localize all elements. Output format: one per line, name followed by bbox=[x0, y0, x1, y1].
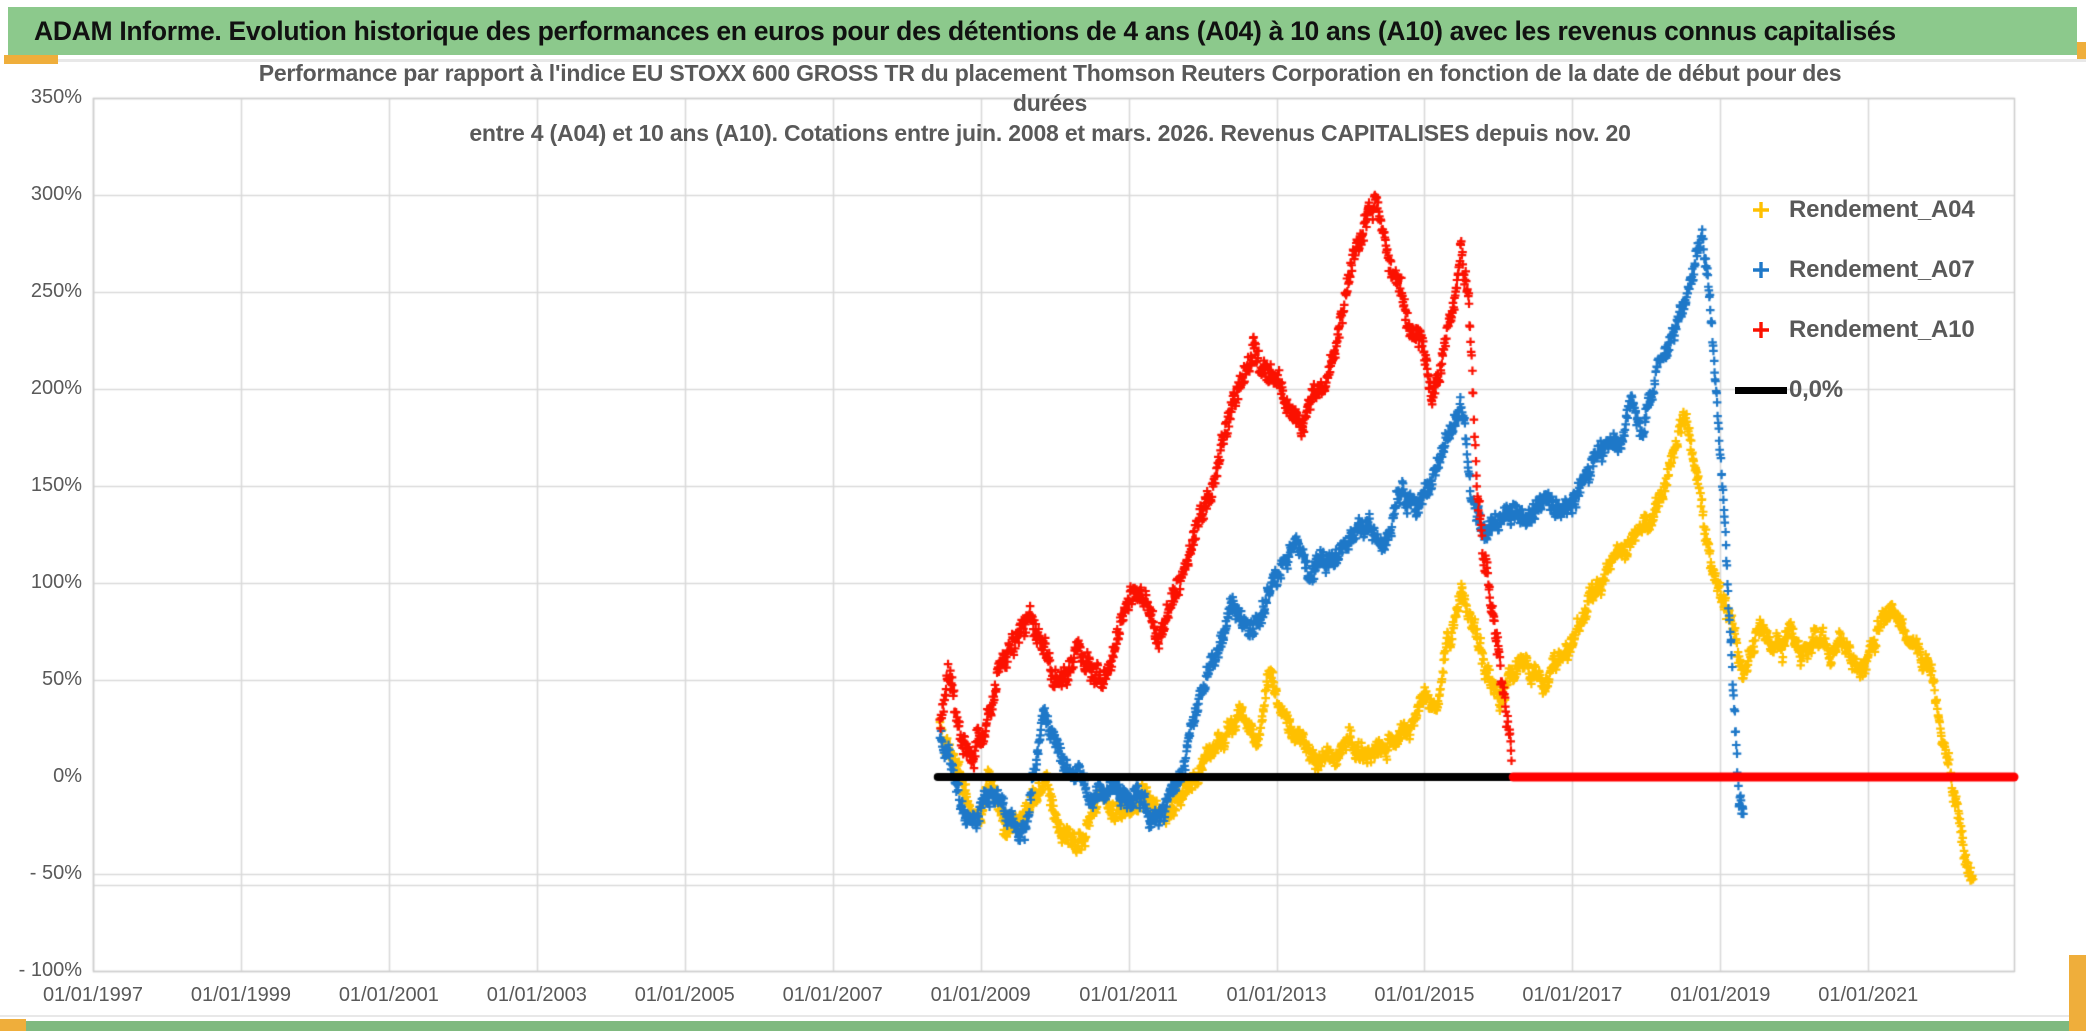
plus-marker-icon bbox=[1733, 198, 1789, 222]
y-tick-label: 200% bbox=[30, 377, 82, 399]
line-marker-icon bbox=[1733, 386, 1789, 394]
y-tick-label: - 50% bbox=[29, 862, 82, 884]
plus-marker-icon bbox=[1733, 258, 1789, 282]
chart-title-line-3: entre 4 (A04) et 10 ans (A10). Cotations… bbox=[469, 120, 1631, 146]
x-tick-label: 01/01/2015 bbox=[1374, 984, 1475, 1006]
x-tick-label: 01/01/2001 bbox=[338, 984, 439, 1006]
chart-title-line-1: Performance par rapport à l'indice EU ST… bbox=[258, 60, 1842, 86]
y-tick-label: 350% bbox=[30, 86, 82, 108]
x-tick-label: 01/01/2011 bbox=[1079, 984, 1178, 1006]
x-tick-label: 01/01/2017 bbox=[1522, 984, 1623, 1006]
y-tick-label: - 100% bbox=[18, 959, 82, 981]
legend-item-rendement-a10[interactable]: Rendement_A10 bbox=[1733, 300, 1975, 360]
legend-label: Rendement_A04 bbox=[1789, 196, 1975, 223]
legend-label: Rendement_A07 bbox=[1789, 256, 1975, 283]
chart-title: Performance par rapport à l'indice EU ST… bbox=[160, 58, 1940, 148]
legend-label: Rendement_A10 bbox=[1789, 316, 1975, 343]
x-tick-label: 01/01/2019 bbox=[1670, 984, 1771, 1006]
legend-item-0-0-[interactable]: 0,0% bbox=[1733, 360, 1974, 420]
y-tick-label: 100% bbox=[30, 571, 82, 593]
x-tick-label: 01/01/2007 bbox=[782, 984, 883, 1006]
x-tick-label: 01/01/2009 bbox=[930, 984, 1031, 1006]
y-tick-label: 300% bbox=[30, 183, 82, 205]
chart-legend: Rendement_A04 Rendement_A07 Rendement_A10 0… bbox=[1733, 180, 1975, 420]
y-tick-label: 250% bbox=[30, 280, 82, 302]
x-tick-label: 01/01/2013 bbox=[1226, 984, 1327, 1006]
y-tick-label: 0% bbox=[53, 765, 82, 787]
x-tick-label: 01/01/2003 bbox=[486, 984, 587, 1006]
y-tick-label: 50% bbox=[41, 668, 82, 690]
plus-marker-icon bbox=[1733, 318, 1789, 342]
x-tick-label: 01/01/1999 bbox=[190, 984, 291, 1006]
legend-item-rendement-a07[interactable]: Rendement_A07 bbox=[1733, 240, 1975, 300]
x-tick-label: 01/01/2021 bbox=[1818, 984, 1919, 1006]
bottom-band bbox=[0, 1021, 2086, 1031]
legend-label: 0,0% bbox=[1789, 376, 1843, 403]
legend-item-rendement-a04[interactable]: Rendement_A04 bbox=[1733, 180, 1975, 240]
x-tick-label: 01/01/2005 bbox=[634, 984, 735, 1006]
x-tick-label: 01/01/1997 bbox=[42, 984, 144, 1006]
divider-bottom bbox=[0, 1015, 2086, 1017]
gold-accent-bottom-right bbox=[2069, 955, 2086, 1031]
y-tick-label: 150% bbox=[30, 474, 82, 496]
chart-title-line-2: durées bbox=[1012, 90, 1088, 116]
gold-accent-bottom-left bbox=[0, 1019, 26, 1031]
zero-line-sample bbox=[1735, 386, 1787, 394]
